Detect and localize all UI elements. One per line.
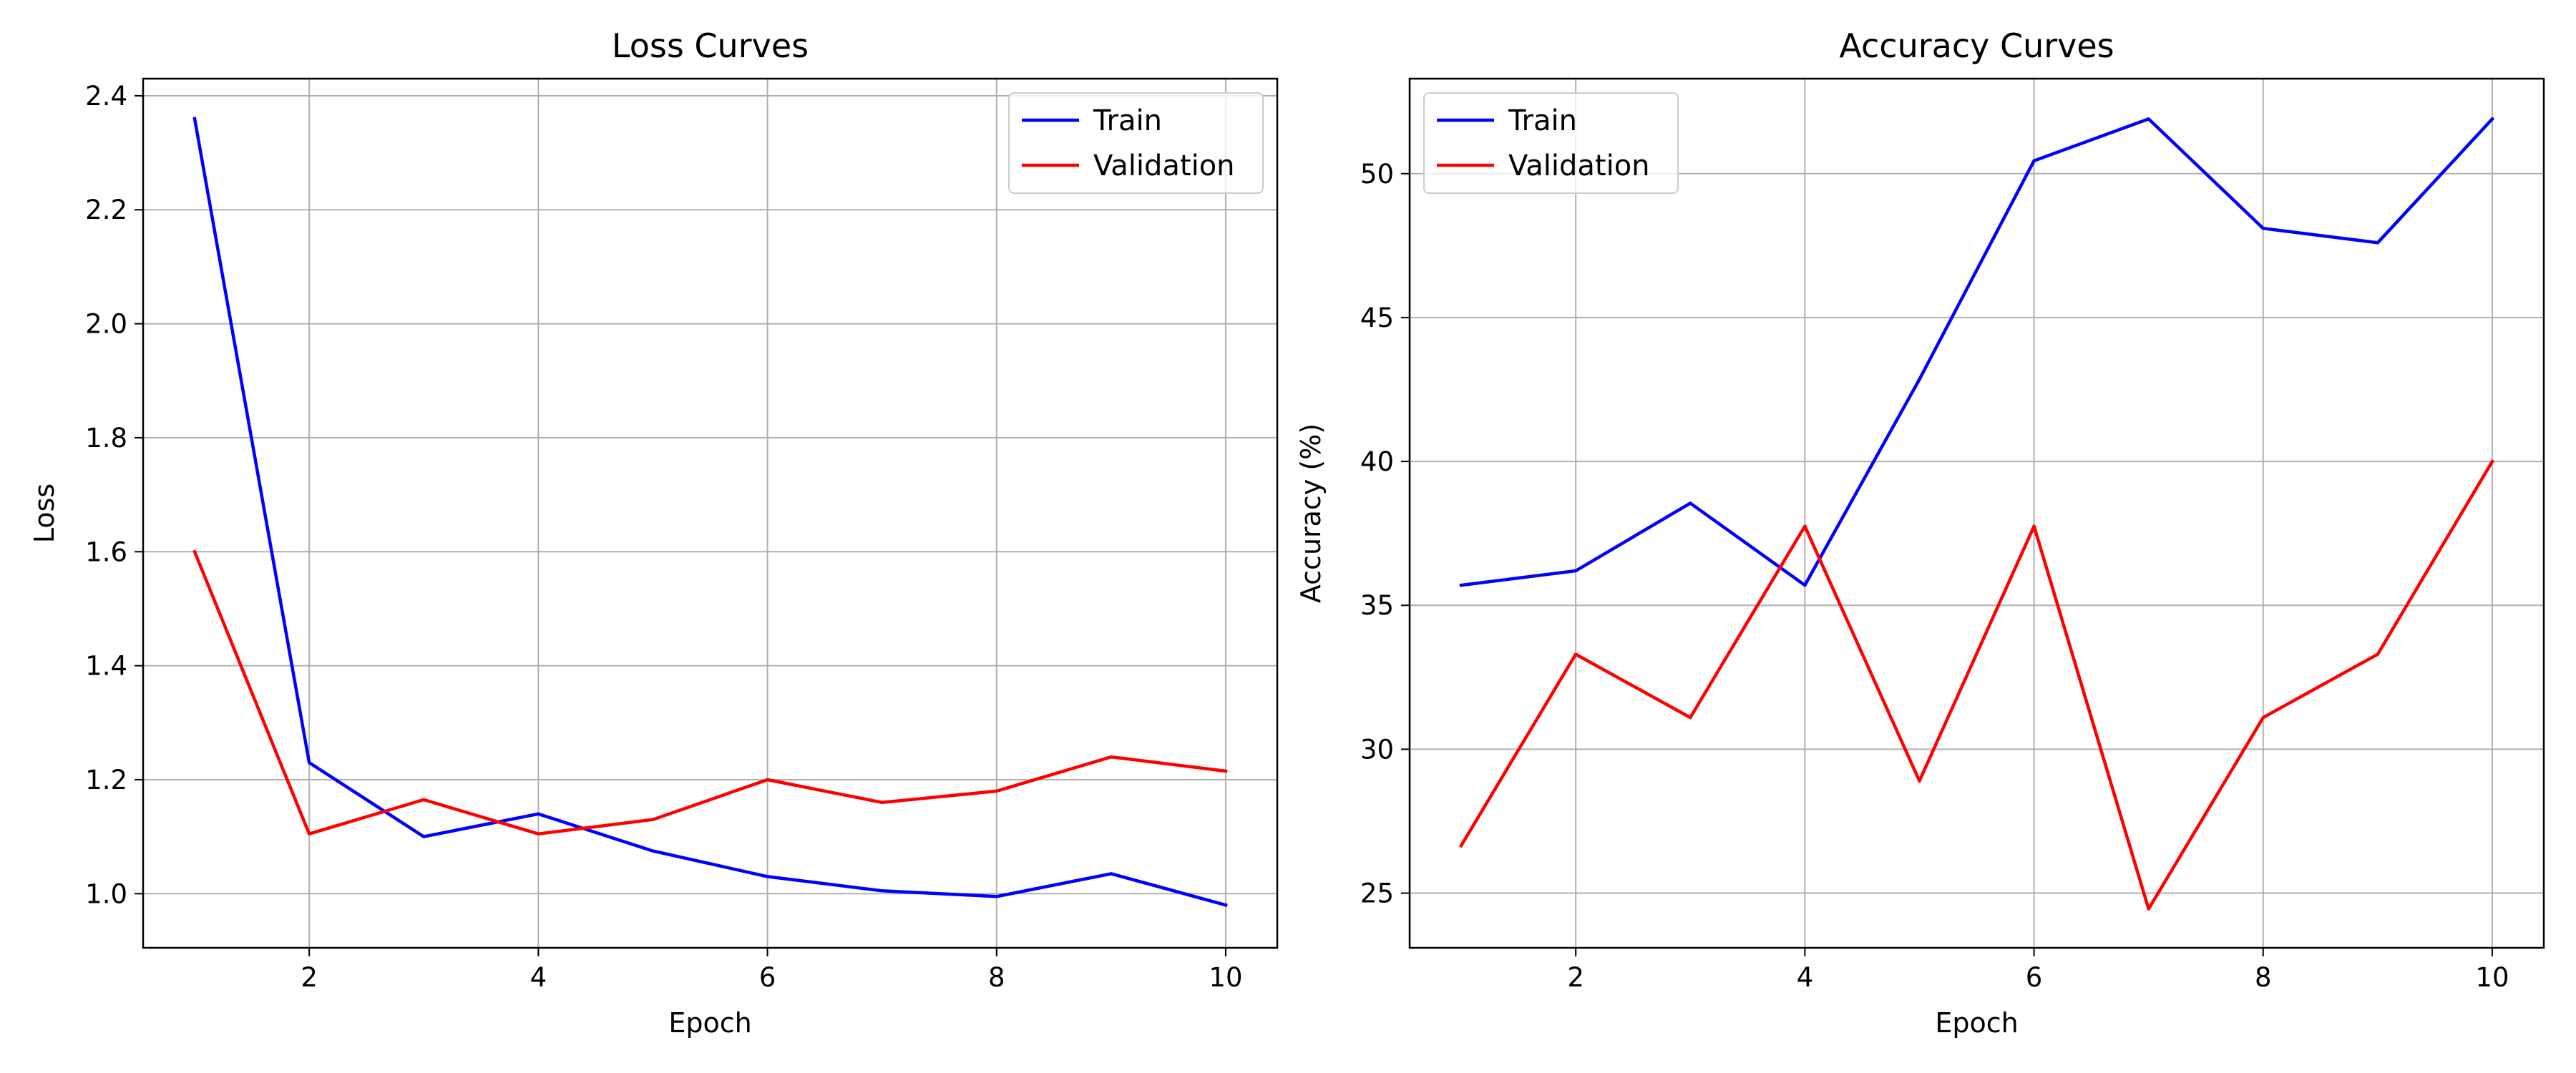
loss-y-tick-label: 1.4 [85, 651, 127, 682]
accuracy-y-tick-label: 30 [1360, 734, 1394, 765]
loss-y-tick-label: 2.2 [85, 195, 127, 225]
accuracy-y-tick-label: 40 [1360, 446, 1394, 477]
loss-y-tick-label: 1.2 [85, 765, 127, 795]
accuracy-grid [1410, 79, 2544, 948]
loss-train-line [192, 117, 1228, 907]
loss-chart-title: Loss Curves [612, 26, 809, 65]
loss-y-axis-label: Loss [29, 484, 60, 543]
accuracy-legend-label: Validation [1508, 150, 1650, 182]
loss-x-tick-label: 2 [301, 962, 318, 993]
accuracy-y-tick-label: 50 [1360, 159, 1394, 190]
accuracy-legend-label: Train [1508, 104, 1577, 137]
loss-x-tick-label: 6 [759, 962, 776, 993]
accuracy-train-line [1459, 117, 2495, 587]
accuracy-plot-frame [1408, 77, 2545, 949]
accuracy-x-tick-label: 10 [2475, 962, 2509, 993]
accuracy-chart-title: Accuracy Curves [1839, 26, 2114, 65]
loss-y-tick-label: 2.4 [85, 81, 127, 112]
accuracy-ticks: 2 4 6 8 10 25 30 35 40 45 50 [1360, 159, 2509, 993]
loss-y-tick-label: 1.6 [85, 536, 127, 567]
accuracy-legend-box [1423, 92, 1679, 194]
loss-x-tick-label: 4 [530, 962, 547, 993]
loss-legend-label: Validation [1093, 150, 1235, 182]
loss-ticks: 2 4 6 8 10 1.0 1.2 1.4 1.6 1.8 2.0 2.2 2.4 [85, 81, 1242, 993]
loss-legend: Train Validation [1008, 92, 1264, 194]
accuracy-y-tick-label: 45 [1360, 303, 1394, 333]
accuracy-y-tick-label: 35 [1360, 590, 1394, 621]
accuracy-x-tick-label: 6 [2026, 962, 2043, 993]
accuracy-validation-line [1458, 459, 2495, 911]
accuracy-y-axis-label: Accuracy (%) [1295, 423, 1327, 603]
loss-y-tick-label: 1.0 [85, 878, 127, 909]
loss-y-tick-label: 2.0 [85, 309, 127, 340]
accuracy-x-tick-label: 8 [2255, 962, 2272, 993]
loss-validation-line [192, 549, 1228, 836]
accuracy-x-axis-label: Epoch [1935, 1007, 2018, 1039]
loss-legend-box [1008, 92, 1264, 194]
accuracy-chart-panel: 2 4 6 8 10 25 30 35 40 45 50 Accuracy Curves Epoch… [1295, 26, 2545, 1039]
accuracy-x-tick-label: 4 [1797, 962, 1814, 993]
loss-series [192, 117, 1228, 907]
loss-plot-frame [142, 77, 1279, 949]
accuracy-legend: Train Validation [1423, 92, 1679, 194]
accuracy-series [1458, 117, 2495, 911]
loss-y-tick-label: 1.8 [85, 423, 127, 454]
loss-x-tick-label: 10 [1209, 962, 1242, 993]
accuracy-y-tick-label: 25 [1360, 878, 1394, 909]
loss-x-axis-label: Epoch [668, 1007, 751, 1039]
loss-x-tick-label: 8 [988, 962, 1005, 993]
accuracy-x-tick-label: 2 [1567, 962, 1584, 993]
loss-chart-panel: 2 4 6 8 10 1.0 1.2 1.4 1.6 1.8 2.0 2.2 2.4 Loss Curv… [29, 26, 1279, 1039]
loss-legend-label: Train [1093, 104, 1162, 137]
